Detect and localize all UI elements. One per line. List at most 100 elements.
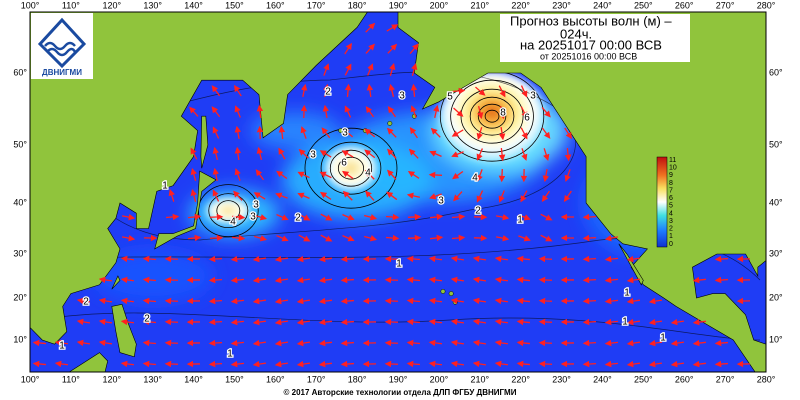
- wave-arrow: [385, 213, 400, 221]
- wave-arrow: [234, 105, 241, 118]
- wave-arrow: [564, 147, 572, 162]
- wave-arrow: [521, 148, 528, 161]
- latitude-label: 30°: [13, 248, 27, 258]
- wave-arrow: [472, 339, 487, 347]
- contour-line: [216, 200, 241, 222]
- wave-arrow: [406, 192, 421, 200]
- wave-arrow: [476, 127, 483, 141]
- wave-arrow: [406, 255, 421, 263]
- wave-arrow: [386, 127, 397, 138]
- wave-arrow: [498, 190, 505, 203]
- wave-arrow: [407, 234, 422, 242]
- wave-maxima: [206, 71, 545, 224]
- wave-arrow: [604, 318, 619, 326]
- wave-arrow: [296, 255, 311, 263]
- wave-arrow: [319, 191, 332, 200]
- contour-label: 3: [253, 200, 259, 211]
- wave-arrow: [274, 360, 289, 368]
- wave-arrow: [648, 297, 663, 305]
- longitude-label: 210°: [470, 374, 489, 384]
- wave-arrow: [323, 63, 330, 76]
- longitude-label: 250°: [634, 374, 653, 384]
- wave-arrow: [604, 276, 619, 284]
- wave-arrow: [407, 213, 422, 221]
- wave-arrow: [121, 213, 136, 221]
- latitude-label: 30°: [769, 248, 783, 258]
- wave-arrow: [274, 318, 289, 326]
- longitude-label: 160°: [266, 374, 285, 384]
- wave-arrow: [318, 318, 333, 326]
- colorbar-label: 0: [669, 241, 673, 248]
- wave-arrow: [450, 297, 465, 305]
- wave-arrow: [385, 234, 400, 242]
- wave-arrow: [300, 83, 308, 98]
- wave-arrow: [582, 297, 597, 305]
- wave-arrow: [429, 213, 444, 221]
- title-line2: 024ч.: [560, 26, 592, 41]
- wave-arrow: [209, 213, 224, 221]
- wave-arrow: [318, 360, 333, 368]
- wave-arrow: [476, 190, 484, 203]
- contour-label: 1: [622, 317, 628, 328]
- wave-arrow: [582, 318, 597, 326]
- wave-arrow: [190, 167, 197, 181]
- wave-arrow: [494, 276, 509, 284]
- longitude-label: 150°: [225, 374, 244, 384]
- wave-arrow: [256, 146, 263, 160]
- wave-arrow: [604, 360, 619, 368]
- longitude-label: 140°: [184, 374, 203, 384]
- wave-arrow: [340, 339, 355, 347]
- wave-arrow: [538, 297, 553, 305]
- wave-arrow: [296, 297, 311, 305]
- wave-arrow: [340, 276, 355, 284]
- longitude-label: 170°: [307, 0, 326, 10]
- wave-arrow: [494, 318, 509, 326]
- wave-arrow: [475, 86, 486, 96]
- colorbar-label: 10: [669, 164, 677, 171]
- contour-line: [320, 141, 382, 195]
- wave-arrow: [430, 127, 441, 138]
- latitude-label: 20°: [769, 292, 783, 302]
- wave-arrow: [714, 360, 729, 368]
- wave-arrow: [429, 193, 442, 200]
- wave-arrow: [429, 150, 442, 157]
- wave-arrow: [540, 213, 553, 221]
- wave-arrow: [520, 106, 528, 119]
- contour-label: 1: [660, 333, 666, 344]
- wave-arrow: [365, 43, 375, 54]
- wave-arrow: [212, 126, 220, 139]
- wave-arrow: [409, 43, 419, 54]
- longitude-label: 260°: [675, 0, 694, 10]
- wave-arrow: [364, 128, 376, 138]
- wave-arrow: [626, 297, 641, 305]
- wave-arrow: [234, 84, 242, 97]
- latitude-label: 50°: [13, 139, 27, 149]
- wave-arrow: [340, 318, 355, 326]
- wave-arrow: [76, 339, 91, 347]
- wave-arrow: [296, 276, 311, 284]
- wave-arrow: [451, 234, 466, 242]
- wave-arrow: [387, 169, 397, 180]
- wave-arrow: [274, 297, 289, 305]
- island: [440, 288, 446, 294]
- wave-arrow: [342, 214, 355, 221]
- wave-arrow: [254, 214, 268, 221]
- wave-arrow: [542, 168, 550, 183]
- wave-arrow: [98, 318, 113, 326]
- wave-arrow: [187, 234, 202, 242]
- wave-arrow: [365, 190, 375, 201]
- colorbar-label: 1: [669, 233, 673, 240]
- wave-arrow: [32, 339, 47, 347]
- wave-arrow: [407, 170, 420, 179]
- wave-arrow: [367, 63, 374, 76]
- issued-time: от 20251016 00:00 ВСВ: [540, 51, 637, 61]
- contour-label: 1: [162, 181, 168, 192]
- longitude-label: 100°: [21, 0, 40, 10]
- colorbar-label: 4: [669, 210, 673, 217]
- contour-label: 3: [530, 91, 536, 102]
- wave-arrow: [255, 169, 265, 181]
- wave-arrow: [208, 297, 223, 305]
- wave-arrow: [365, 106, 375, 118]
- wave-arrow: [342, 190, 353, 201]
- wave-arrow: [208, 339, 223, 347]
